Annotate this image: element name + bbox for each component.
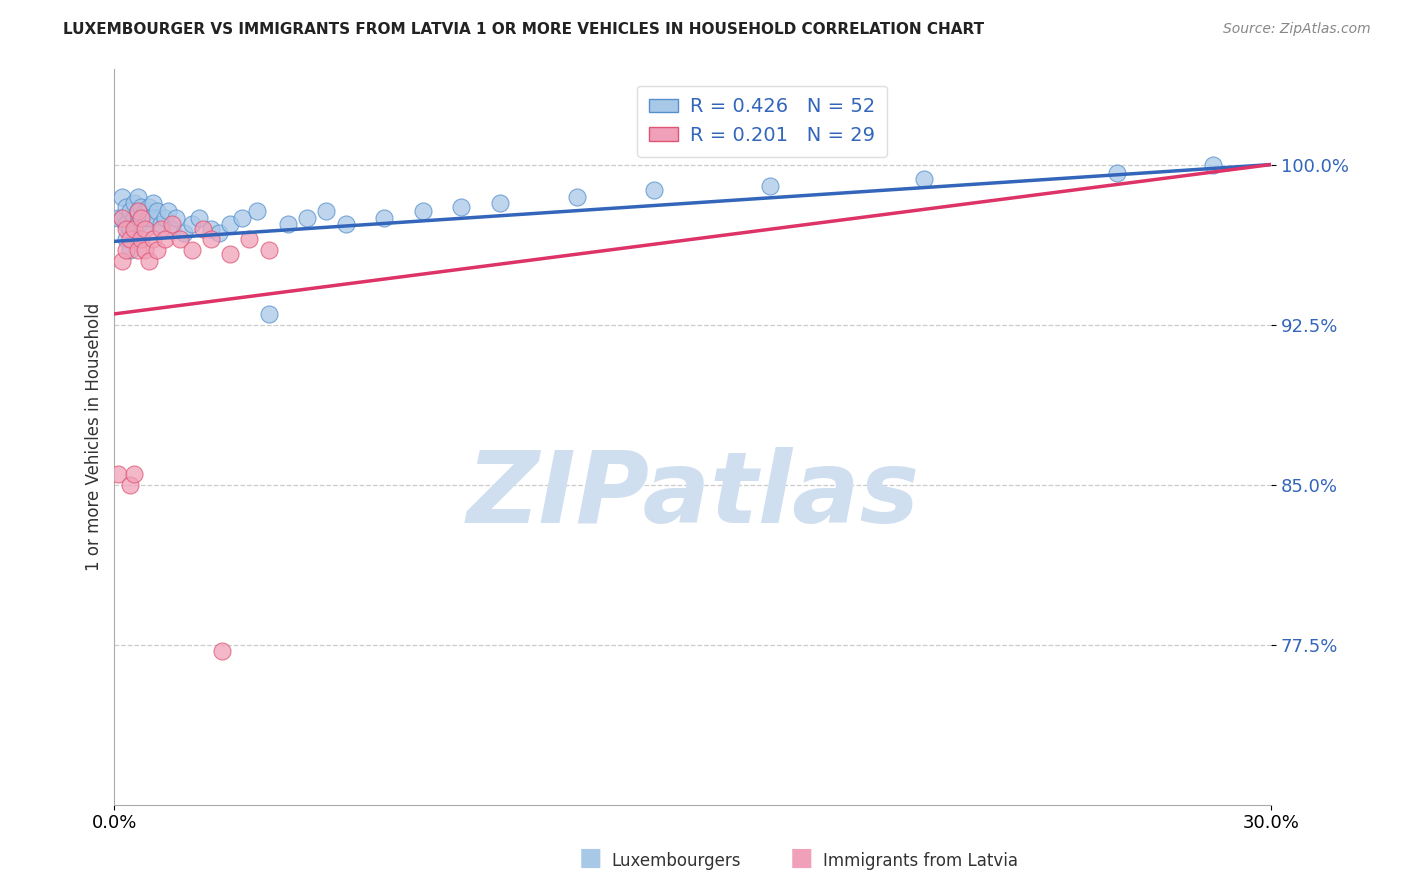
Point [131, 232, 153, 246]
Point [759, 178, 782, 193]
Point [118, 221, 141, 235]
Point [188, 211, 211, 225]
Point [200, 232, 222, 246]
Point [315, 204, 337, 219]
Point [127, 217, 149, 231]
Point [142, 196, 165, 211]
Point [115, 200, 138, 214]
Point [115, 217, 138, 231]
Point [219, 247, 242, 261]
Point [127, 189, 149, 203]
Point [138, 211, 160, 225]
Point [131, 211, 153, 225]
Point [111, 189, 134, 203]
Point [246, 204, 269, 219]
Point [122, 196, 145, 211]
Point [142, 232, 165, 246]
Point [118, 232, 141, 246]
Point [157, 204, 180, 219]
Point [122, 221, 145, 235]
Point [231, 211, 253, 225]
Point [111, 211, 134, 225]
Point [211, 644, 233, 658]
Point [115, 221, 138, 235]
Point [1105, 166, 1128, 180]
Point [565, 189, 588, 203]
Y-axis label: 1 or more Vehicles in Household: 1 or more Vehicles in Household [86, 302, 103, 571]
Point [643, 183, 665, 197]
Point [134, 221, 156, 235]
Point [127, 204, 149, 219]
Point [257, 243, 280, 257]
Point [107, 211, 129, 225]
Point [122, 226, 145, 240]
Point [131, 211, 153, 225]
Point [134, 243, 156, 257]
Point [180, 217, 202, 231]
Text: ■: ■ [579, 846, 602, 870]
Point [149, 217, 172, 231]
Point [138, 253, 160, 268]
Point [165, 211, 187, 225]
Point [131, 200, 153, 214]
Point [238, 232, 260, 246]
Point [191, 221, 214, 235]
Point [162, 217, 184, 231]
Point [277, 217, 299, 231]
Point [219, 217, 242, 231]
Point [373, 211, 395, 225]
Point [127, 204, 149, 219]
Point [173, 226, 195, 240]
Text: LUXEMBOURGER VS IMMIGRANTS FROM LATVIA 1 OR MORE VEHICLES IN HOUSEHOLD CORRELATI: LUXEMBOURGER VS IMMIGRANTS FROM LATVIA 1… [63, 22, 984, 37]
Point [115, 243, 138, 257]
Point [146, 204, 169, 219]
Point [257, 307, 280, 321]
Text: Luxembourgers: Luxembourgers [612, 852, 741, 870]
Point [207, 226, 229, 240]
Point [118, 204, 141, 219]
Point [142, 211, 165, 225]
Point [134, 204, 156, 219]
Point [450, 200, 472, 214]
Point [180, 243, 202, 257]
Point [111, 253, 134, 268]
Point [111, 211, 134, 225]
Point [115, 232, 138, 246]
Point [335, 217, 357, 231]
Point [153, 211, 176, 225]
Point [149, 221, 172, 235]
Point [912, 172, 935, 186]
Legend: R = 0.426   N = 52, R = 0.201   N = 29: R = 0.426 N = 52, R = 0.201 N = 29 [637, 86, 887, 157]
Point [1202, 157, 1225, 171]
Point [134, 217, 156, 231]
Point [118, 243, 141, 257]
Point [153, 232, 176, 246]
Point [169, 232, 191, 246]
Point [127, 243, 149, 257]
Point [200, 221, 222, 235]
Point [118, 477, 141, 491]
Text: ■: ■ [790, 846, 813, 870]
Point [489, 196, 512, 211]
Text: Source: ZipAtlas.com: Source: ZipAtlas.com [1223, 22, 1371, 37]
Point [107, 467, 129, 481]
Point [295, 211, 318, 225]
Point [412, 204, 434, 219]
Point [122, 467, 145, 481]
Text: ZIPatlas: ZIPatlas [467, 447, 920, 544]
Point [162, 221, 184, 235]
Point [146, 243, 169, 257]
Point [138, 200, 160, 214]
Point [122, 211, 145, 225]
Text: Immigrants from Latvia: Immigrants from Latvia [823, 852, 1018, 870]
